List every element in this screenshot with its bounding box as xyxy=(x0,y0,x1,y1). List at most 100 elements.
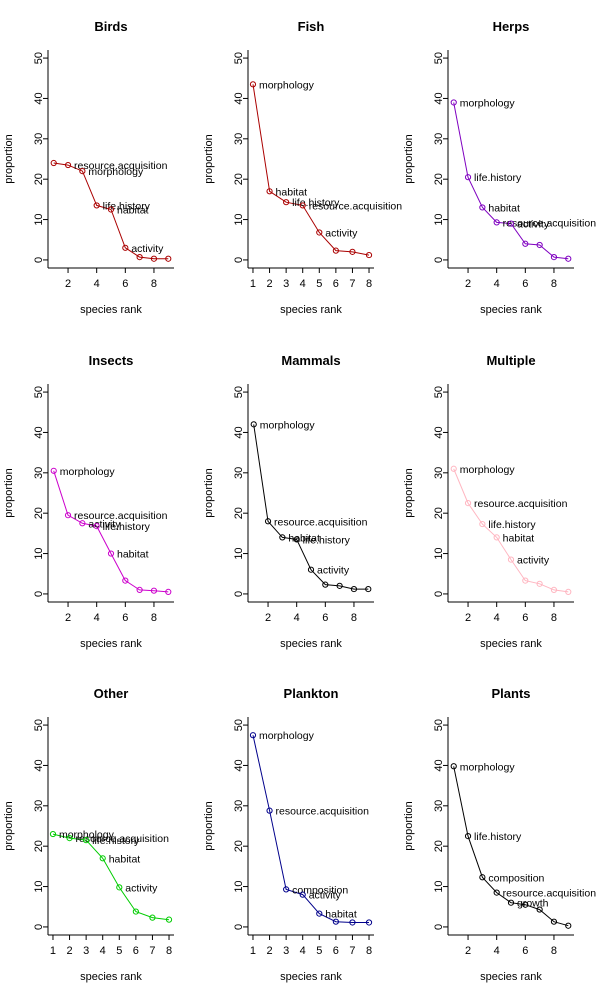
point-label: resource.acquisition xyxy=(503,888,597,900)
series-line xyxy=(253,424,369,590)
panel-title: Plants xyxy=(491,686,530,701)
x-axis-label: species rank xyxy=(480,304,542,316)
data-point xyxy=(522,577,529,584)
x-tick-label: 8 xyxy=(151,612,157,624)
panel-birds: Birds 2 4 6 8 0 10 20 30 40 50 species rank proporti… xyxy=(3,19,174,316)
y-tick-label: 20 xyxy=(233,840,245,852)
x-tick-label: 4 xyxy=(94,278,100,290)
x-axis-label: species rank xyxy=(280,304,342,316)
x-axis-label: species rank xyxy=(280,971,342,983)
point-label: life.history xyxy=(474,172,522,184)
data-point xyxy=(99,855,106,862)
y-tick-label: 20 xyxy=(33,173,45,185)
data-point xyxy=(66,835,73,842)
x-tick-label: 4 xyxy=(494,278,500,290)
x-tick-label: 2 xyxy=(465,612,471,624)
x-tick-label: 4 xyxy=(300,945,306,957)
point-label: habitat xyxy=(117,549,149,561)
point-label: morphology xyxy=(88,166,144,178)
x-tick-label: 3 xyxy=(83,945,89,957)
data-point xyxy=(266,188,273,195)
x-tick-label: 1 xyxy=(50,945,56,957)
data-point xyxy=(493,219,500,226)
point-label: morphology xyxy=(259,730,315,742)
point-label: morphology xyxy=(460,97,516,109)
data-point xyxy=(464,832,472,840)
x-axis-label: species rank xyxy=(80,971,142,983)
data-point xyxy=(116,884,123,891)
point-label: habitat xyxy=(288,532,320,544)
y-tick-label: 0 xyxy=(33,591,45,597)
x-tick-label: 6 xyxy=(133,945,139,957)
data-point xyxy=(107,206,115,213)
data-point xyxy=(336,582,343,589)
data-point xyxy=(149,914,156,921)
y-tick-label: 0 xyxy=(33,924,45,930)
x-tick-label: 8 xyxy=(551,278,557,290)
x-tick-label: 7 xyxy=(149,945,155,957)
data-point xyxy=(165,588,172,596)
data-point xyxy=(107,550,115,557)
y-tick-label: 40 xyxy=(233,426,245,438)
panel-insects: Insects 2 4 6 8 0 10 20 30 40 50 species rank propor… xyxy=(3,353,174,650)
y-tick-label: 10 xyxy=(433,880,445,892)
y-tick-label: 0 xyxy=(433,591,445,597)
y-axis-label: proportion xyxy=(203,468,215,518)
data-point xyxy=(50,159,57,167)
panel-title: Multiple xyxy=(486,353,535,368)
data-point xyxy=(479,204,486,211)
point-label: life.history xyxy=(103,200,151,212)
data-point xyxy=(507,556,515,563)
y-tick-label: 30 xyxy=(33,133,45,145)
x-tick-label: 1 xyxy=(250,278,256,290)
point-label: growth xyxy=(517,898,549,910)
panel-title: Birds xyxy=(94,19,127,34)
data-point xyxy=(136,254,143,261)
x-tick-label: 5 xyxy=(316,278,322,290)
data-point xyxy=(293,536,300,543)
x-tick-label: 8 xyxy=(366,278,372,290)
x-tick-label: 8 xyxy=(351,612,357,624)
y-tick-label: 40 xyxy=(433,759,445,771)
x-tick-label: 5 xyxy=(116,945,122,957)
y-tick-label: 30 xyxy=(233,133,245,145)
y-tick-label: 50 xyxy=(33,719,45,731)
y-tick-label: 30 xyxy=(433,133,445,145)
y-tick-label: 50 xyxy=(433,52,445,64)
y-tick-label: 50 xyxy=(33,386,45,398)
data-point xyxy=(299,891,306,898)
y-tick-label: 0 xyxy=(233,591,245,597)
point-label: morphology xyxy=(460,464,516,476)
panel-herps: Herps 2 4 6 8 0 10 20 30 40 50 species rank proporti… xyxy=(403,19,596,316)
point-label: life.history xyxy=(474,831,522,843)
data-point xyxy=(522,240,529,247)
data-point xyxy=(79,168,86,175)
data-point xyxy=(136,586,143,593)
panel-title: Insects xyxy=(89,353,134,368)
data-point xyxy=(365,585,372,593)
y-tick-label: 0 xyxy=(233,924,245,930)
panel-plankton: Plankton 1 2 3 4 5 6 7 8 0 10 20 30 40 50 species rank p… xyxy=(203,686,374,983)
x-tick-label: 6 xyxy=(122,278,128,290)
y-tick-label: 10 xyxy=(33,547,45,559)
data-point xyxy=(536,906,543,913)
y-tick-label: 40 xyxy=(33,426,45,438)
x-tick-label: 8 xyxy=(551,945,557,957)
y-tick-label: 50 xyxy=(433,386,445,398)
x-tick-label: 4 xyxy=(294,612,300,624)
point-label: resource.acquisition xyxy=(309,200,403,212)
x-tick-label: 6 xyxy=(333,278,339,290)
x-axis-label: species rank xyxy=(480,638,542,650)
point-label: life.history xyxy=(92,835,140,847)
x-tick-label: 7 xyxy=(349,945,355,957)
point-label: resource.acquisition xyxy=(274,516,368,528)
x-tick-label: 4 xyxy=(100,945,106,957)
y-tick-label: 20 xyxy=(433,840,445,852)
panel-mammals: Mammals 2 4 6 8 0 10 20 30 40 50 species rank propor… xyxy=(203,353,374,650)
data-point xyxy=(536,241,543,249)
x-tick-label: 2 xyxy=(265,612,271,624)
series-line xyxy=(53,470,169,593)
y-tick-label: 40 xyxy=(233,759,245,771)
y-tick-label: 10 xyxy=(233,880,245,892)
